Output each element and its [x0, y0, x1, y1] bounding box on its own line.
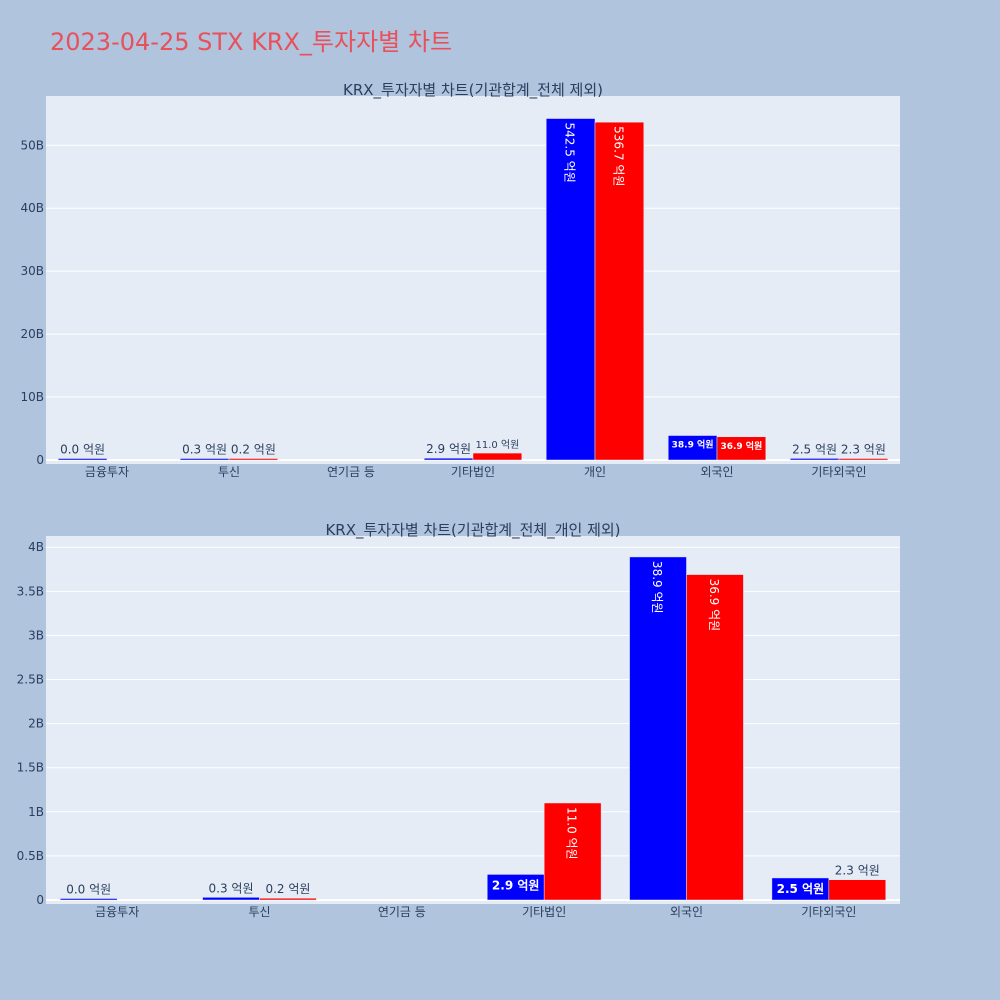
- y-tick-label: 40B: [20, 201, 44, 215]
- data-label: 536.7 억원: [611, 126, 625, 186]
- y-tick-label: 0: [36, 893, 44, 907]
- data-label: 2.3 억원: [835, 864, 880, 878]
- bar: [486, 874, 545, 901]
- x-tick-label: 기타법인: [522, 905, 566, 919]
- y-tick-label: 0.5B: [17, 849, 44, 863]
- page-title: 2023-04-25 STX KRX_투자자별 차트: [50, 28, 452, 56]
- x-tick-label: 외국인: [670, 905, 703, 919]
- x-tick-label: 기타외국인: [801, 905, 856, 919]
- x-tick-label: 투신: [248, 905, 270, 919]
- bar: [594, 121, 645, 461]
- data-label: 2.3 억원: [841, 443, 886, 457]
- chart-1-title: KRX_투자자별 차트(기관합계_전체 제외): [343, 81, 603, 100]
- y-tick-label: 20B: [20, 327, 44, 341]
- data-label: 2.9 억원: [492, 878, 540, 892]
- bar: [472, 452, 523, 461]
- chart-1-plot-area: [46, 96, 900, 464]
- chart-2: KRX_투자자별 차트(기관합계_전체_개인 제외) 0 0.5B 1B 1.5B 2B…: [17, 521, 900, 919]
- y-tick-label: 0: [36, 453, 44, 467]
- bar: [228, 458, 279, 461]
- bar: [828, 879, 887, 901]
- data-label: 11.0 억원: [475, 439, 519, 451]
- bar: [423, 457, 474, 461]
- x-tick-label: 개인: [584, 465, 606, 479]
- x-tick-label: 외국인: [700, 465, 733, 479]
- x-tick-label: 연기금 등: [378, 905, 426, 919]
- x-tick-label: 기타외국인: [811, 465, 866, 479]
- bar: [629, 556, 687, 901]
- x-tick-label: 연기금 등: [327, 465, 375, 479]
- y-tick-label: 50B: [20, 138, 44, 152]
- data-label: 0.0 억원: [66, 883, 111, 897]
- bar: [716, 436, 767, 461]
- y-tick-label: 1.5B: [17, 761, 44, 775]
- bar: [543, 802, 602, 901]
- y-tick-label: 3.5B: [17, 584, 44, 598]
- y-tick-label: 10B: [20, 390, 44, 404]
- x-tick-label: 금융투자: [95, 905, 139, 919]
- bar: [838, 458, 889, 461]
- data-label: 0.3 억원: [209, 881, 254, 895]
- bar: [179, 458, 230, 461]
- data-label: 0.0 억원: [60, 443, 105, 457]
- data-label: 38.9 억원: [672, 439, 714, 451]
- data-label: 36.9 억원: [707, 579, 721, 632]
- x-tick-label: 금융투자: [85, 465, 129, 479]
- bar: [57, 458, 108, 461]
- data-label: 542.5 억원: [563, 123, 577, 183]
- y-tick-label: 4B: [28, 540, 44, 554]
- bar: [545, 118, 596, 461]
- data-label: 2.9 억원: [426, 442, 471, 456]
- bar: [686, 574, 744, 901]
- data-label: 2.5 억원: [777, 882, 825, 896]
- data-label: 0.2 억원: [265, 882, 310, 896]
- bar: [789, 458, 840, 461]
- chart-1: KRX_투자자별 차트(기관합계_전체 제외) 0 10B 20B 30B 40B 50B…: [20, 81, 900, 479]
- y-tick-label: 1B: [28, 805, 44, 819]
- x-tick-label: 투신: [218, 465, 240, 479]
- bar: [259, 897, 317, 901]
- chart-2-plot-area: [46, 536, 900, 904]
- chart-2-title: KRX_투자자별 차트(기관합계_전체_개인 제외): [325, 521, 620, 540]
- data-label: 38.9 억원: [650, 561, 664, 614]
- bar: [59, 898, 118, 901]
- x-tick-label: 기타법인: [451, 465, 495, 479]
- data-label: 36.9 억원: [720, 440, 762, 452]
- y-tick-label: 2B: [28, 717, 44, 731]
- y-tick-label: 3B: [28, 628, 44, 642]
- data-label: 11.0 억원: [565, 807, 579, 860]
- data-label: 0.3 억원: [182, 443, 227, 457]
- y-tick-label: 2.5B: [17, 673, 44, 687]
- y-tick-label: 30B: [20, 264, 44, 278]
- data-label: 2.5 억원: [792, 442, 837, 456]
- data-label: 0.2 억원: [231, 443, 276, 457]
- bar: [202, 897, 260, 901]
